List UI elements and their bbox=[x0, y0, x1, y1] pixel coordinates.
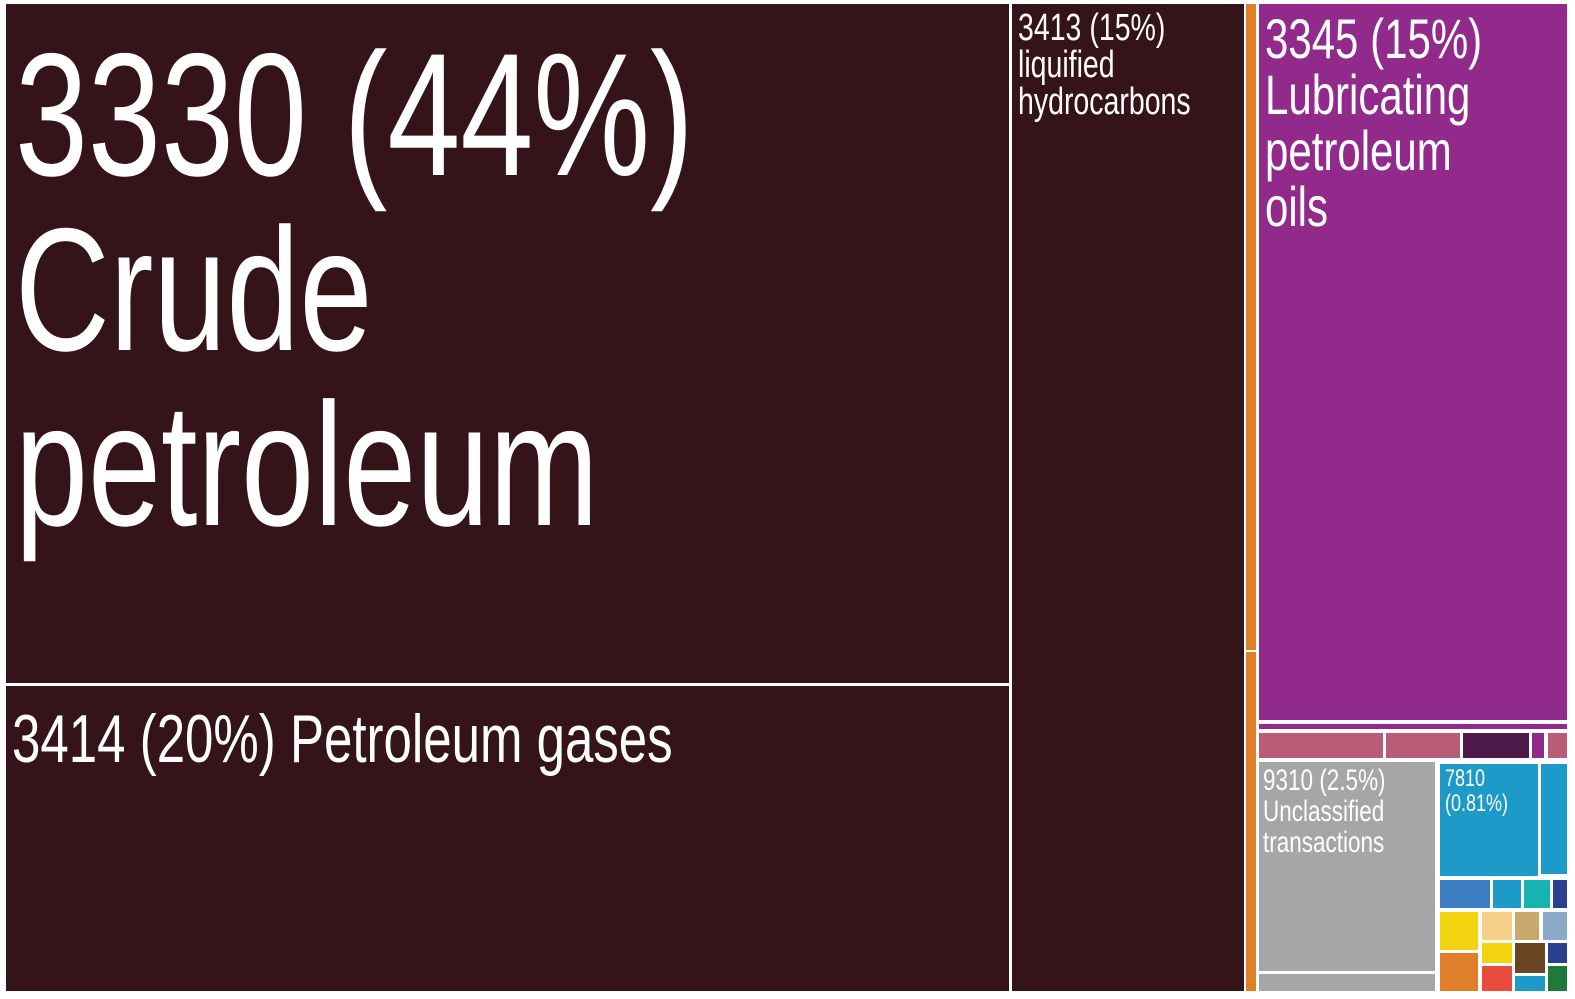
value-label: (15%) bbox=[1370, 8, 1482, 70]
tile-label: 9310 (2.5%)Unclassified transactions bbox=[1263, 763, 1390, 859]
small-box bbox=[1553, 880, 1567, 908]
strip-gap bbox=[1246, 650, 1256, 652]
tile bbox=[1259, 4, 1567, 720]
name-line: hydrocarbons bbox=[1018, 81, 1191, 123]
small-box bbox=[1259, 974, 1435, 991]
small-box bbox=[1548, 966, 1567, 991]
item-code: 3413 bbox=[1018, 7, 1081, 49]
small-box bbox=[1515, 912, 1539, 940]
item-name: Crude petroleum bbox=[15, 192, 599, 563]
tile bbox=[6, 686, 1009, 991]
name-line: petroleum bbox=[1265, 120, 1463, 182]
value-label: (15%) bbox=[1089, 7, 1165, 49]
small-box bbox=[1482, 966, 1512, 991]
tile-label: 3414 (20%) Petroleum gases bbox=[12, 701, 673, 777]
tile-label: 7810(0.81%) bbox=[1445, 766, 1508, 817]
item-name: Petroleum gases bbox=[290, 701, 673, 777]
item-code: 3330 bbox=[15, 17, 307, 213]
small-box bbox=[1440, 912, 1478, 950]
small-box bbox=[1515, 943, 1545, 973]
tile bbox=[1259, 762, 1435, 971]
small-box bbox=[1548, 943, 1567, 963]
small-box bbox=[1493, 880, 1521, 908]
name-line: oils bbox=[1265, 176, 1328, 238]
tile bbox=[6, 4, 1009, 683]
item-code: 3414 bbox=[12, 701, 125, 777]
small-box bbox=[1524, 880, 1550, 908]
name-line: Unclassified bbox=[1263, 794, 1390, 828]
item-name: Lubricating petroleum oils bbox=[1265, 64, 1482, 238]
item-name: Unclassified transactions bbox=[1263, 794, 1390, 859]
small-box bbox=[1259, 733, 1383, 758]
item-code: 3345 bbox=[1265, 8, 1358, 70]
strip bbox=[1246, 4, 1256, 991]
tile-label: 3330 (44%)Crude petroleum bbox=[15, 17, 694, 563]
value-label: (20%) bbox=[140, 701, 276, 777]
value-label: (2.5%) bbox=[1319, 763, 1385, 797]
small-box bbox=[1548, 733, 1567, 758]
name-line: petroleum bbox=[15, 367, 599, 563]
item-code: 9310 bbox=[1263, 763, 1313, 797]
small-box bbox=[1541, 764, 1567, 874]
name-line: Crude bbox=[15, 192, 409, 388]
small-box bbox=[1482, 943, 1512, 963]
name-line: transactions bbox=[1263, 825, 1384, 859]
small-box bbox=[1532, 733, 1544, 758]
minor-items bbox=[1246, 4, 1567, 991]
tile-label: 3345 (15%)Lubricating petroleum oils bbox=[1265, 8, 1482, 238]
small-box bbox=[1482, 912, 1512, 940]
name-line: Lubricating bbox=[1265, 64, 1482, 126]
value-label: (0.81%) bbox=[1445, 791, 1508, 817]
small-box bbox=[1440, 880, 1490, 908]
small-box bbox=[1259, 724, 1567, 729]
small-box bbox=[1543, 912, 1567, 940]
small-box bbox=[1463, 733, 1529, 758]
item-name: liquified hydrocarbons bbox=[1018, 44, 1191, 123]
value-label: (44%) bbox=[344, 17, 694, 213]
name-line: liquified bbox=[1018, 44, 1123, 86]
tile bbox=[1440, 764, 1538, 876]
tile-label: 3413 (15%)liquified hydrocarbons bbox=[1018, 7, 1191, 123]
small-box bbox=[1515, 976, 1545, 991]
tile bbox=[1012, 4, 1244, 991]
small-box bbox=[1386, 733, 1460, 758]
small-box bbox=[1440, 953, 1478, 991]
item-code: 7810 bbox=[1445, 766, 1485, 792]
